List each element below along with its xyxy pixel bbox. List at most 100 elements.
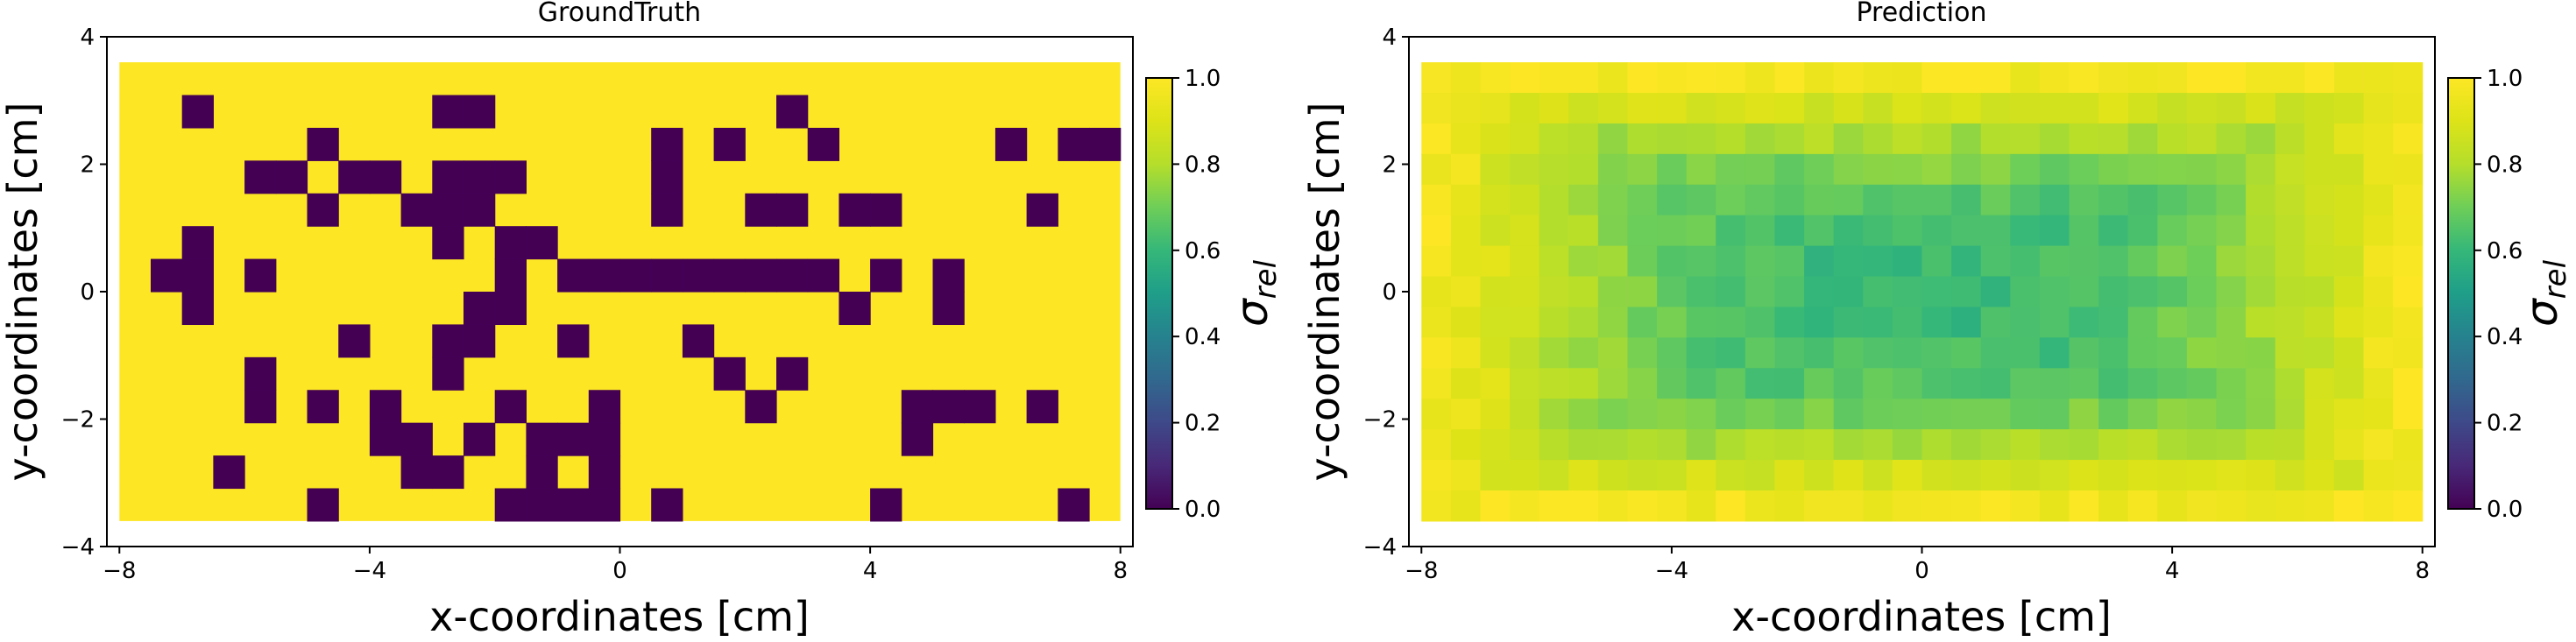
heatmap-cell bbox=[432, 160, 464, 194]
heatmap-cell bbox=[2304, 276, 2335, 308]
colorbar-tick-label: 1.0 bbox=[1185, 66, 1221, 92]
heatmap-cell bbox=[2363, 276, 2394, 308]
heatmap-cell bbox=[1568, 460, 1599, 491]
heatmap-cell bbox=[1657, 123, 1688, 155]
x-tick-label: −8 bbox=[1405, 558, 1438, 584]
heatmap-cell bbox=[1804, 153, 1835, 186]
heatmap-cell bbox=[2098, 123, 2129, 155]
heatmap-cell bbox=[244, 160, 277, 194]
heatmap-cell bbox=[2186, 490, 2218, 522]
heatmap-cell bbox=[1480, 460, 1511, 491]
heatmap-cell bbox=[1980, 490, 2011, 522]
heatmap-cell bbox=[745, 193, 777, 227]
heatmap-cell bbox=[494, 292, 527, 326]
heatmap-cell bbox=[2216, 276, 2247, 308]
heatmap-cell bbox=[1980, 337, 2011, 369]
heatmap-cell bbox=[2246, 337, 2276, 369]
heatmap-cell bbox=[2216, 307, 2247, 338]
heatmap-cell bbox=[2393, 123, 2424, 155]
heatmap-cell bbox=[307, 127, 339, 161]
heatmap-cell bbox=[1539, 490, 1569, 522]
heatmap-cell bbox=[1539, 153, 1569, 186]
heatmap-cell bbox=[2157, 337, 2188, 369]
heatmap-cell bbox=[2333, 460, 2365, 491]
heatmap-cell bbox=[1804, 93, 1835, 124]
heatmap-cell bbox=[1627, 215, 1658, 247]
heatmap-cell bbox=[369, 390, 402, 424]
heatmap-cell bbox=[588, 488, 621, 522]
heatmap-cell bbox=[2127, 93, 2158, 124]
heatmap-cell bbox=[932, 390, 965, 424]
heatmap-cell bbox=[2157, 184, 2188, 216]
heatmap-cell bbox=[1774, 368, 1805, 399]
heatmap-cell bbox=[2010, 460, 2041, 491]
heatmap-cell bbox=[2039, 153, 2070, 186]
colorbar-ticks: 0.0 0.2 0.4 0.6 0.8 1.0 bbox=[2474, 66, 2523, 523]
heatmap-cell bbox=[1657, 399, 1688, 430]
heatmap-cell bbox=[2039, 215, 2070, 247]
heatmap-cell bbox=[2246, 62, 2276, 94]
heatmap-cell bbox=[1833, 93, 1864, 124]
heatmap-cell bbox=[1921, 93, 1952, 124]
colorbar-tick-label: 0.2 bbox=[2487, 411, 2523, 437]
heatmap-cell bbox=[2098, 62, 2129, 94]
heatmap-cell bbox=[2039, 337, 2070, 369]
heatmap-cell bbox=[213, 455, 245, 490]
heatmap-cell bbox=[1892, 184, 1923, 216]
heatmap-cell bbox=[1744, 276, 1776, 308]
heatmap-cell bbox=[1951, 368, 1982, 399]
heatmap-cell bbox=[2216, 184, 2247, 216]
heatmap-cell bbox=[1686, 276, 1716, 308]
heatmap-cell bbox=[463, 422, 496, 456]
heatmap-cell bbox=[1774, 276, 1805, 308]
heatmap-cell bbox=[1686, 93, 1716, 124]
heatmap-cell bbox=[1686, 62, 1716, 94]
heatmap-cell bbox=[2010, 184, 2041, 216]
heatmap-cell bbox=[1597, 307, 1629, 338]
heatmap-cell bbox=[2157, 399, 2188, 430]
heatmap-cell bbox=[1450, 337, 1482, 369]
heatmap-cell bbox=[1539, 460, 1569, 491]
heatmap-cell bbox=[1597, 337, 1629, 369]
heatmap-cell bbox=[901, 422, 934, 456]
colorbar-tick-label: 0.0 bbox=[1185, 497, 1221, 523]
heatmap-cell bbox=[1951, 62, 1982, 94]
heatmap-cell bbox=[2127, 368, 2158, 399]
heatmap-cell bbox=[1744, 93, 1776, 124]
heatmap-cell bbox=[2069, 245, 2099, 278]
heatmap-cell bbox=[2069, 276, 2099, 308]
heatmap-cell bbox=[494, 160, 527, 194]
heatmap-cell bbox=[1863, 184, 1893, 216]
heatmap-cell bbox=[2333, 399, 2365, 430]
heatmap-cell bbox=[1510, 215, 1540, 247]
heatmap-cell bbox=[400, 455, 433, 490]
x-axis-ticks: −8 −4 0 4 8 bbox=[1405, 547, 2430, 584]
heatmap-cell bbox=[432, 324, 464, 358]
heatmap-cell bbox=[1892, 490, 1923, 522]
heatmap-cell bbox=[1921, 123, 1952, 155]
heatmap-cell bbox=[2275, 62, 2305, 94]
heatmap-cell bbox=[2186, 429, 2218, 461]
heatmap-cell bbox=[1716, 62, 1746, 94]
heatmap-cell bbox=[1568, 429, 1599, 461]
heatmap-cell bbox=[2186, 307, 2218, 338]
heatmap-cell bbox=[2216, 337, 2247, 369]
heatmap-cell bbox=[1597, 429, 1629, 461]
heatmap-cell bbox=[2069, 123, 2099, 155]
heatmap-cell bbox=[307, 488, 339, 522]
heatmap-cell bbox=[1480, 429, 1511, 461]
heatmap-cell bbox=[1863, 368, 1893, 399]
heatmap-cell bbox=[2304, 62, 2335, 94]
heatmap-cell bbox=[1450, 184, 1482, 216]
heatmap-cell bbox=[1510, 276, 1540, 308]
heatmap-cell bbox=[1833, 307, 1864, 338]
heatmap-cell bbox=[619, 258, 652, 293]
heatmap-cell bbox=[2039, 62, 2070, 94]
heatmap-cell bbox=[745, 258, 777, 293]
heatmap-cell bbox=[2157, 123, 2188, 155]
heatmap-cell bbox=[1568, 184, 1599, 216]
heatmap-cell bbox=[2304, 460, 2335, 491]
heatmap-cell bbox=[494, 488, 527, 522]
heatmap-cell bbox=[2010, 368, 2041, 399]
heatmap-cell bbox=[1627, 399, 1658, 430]
